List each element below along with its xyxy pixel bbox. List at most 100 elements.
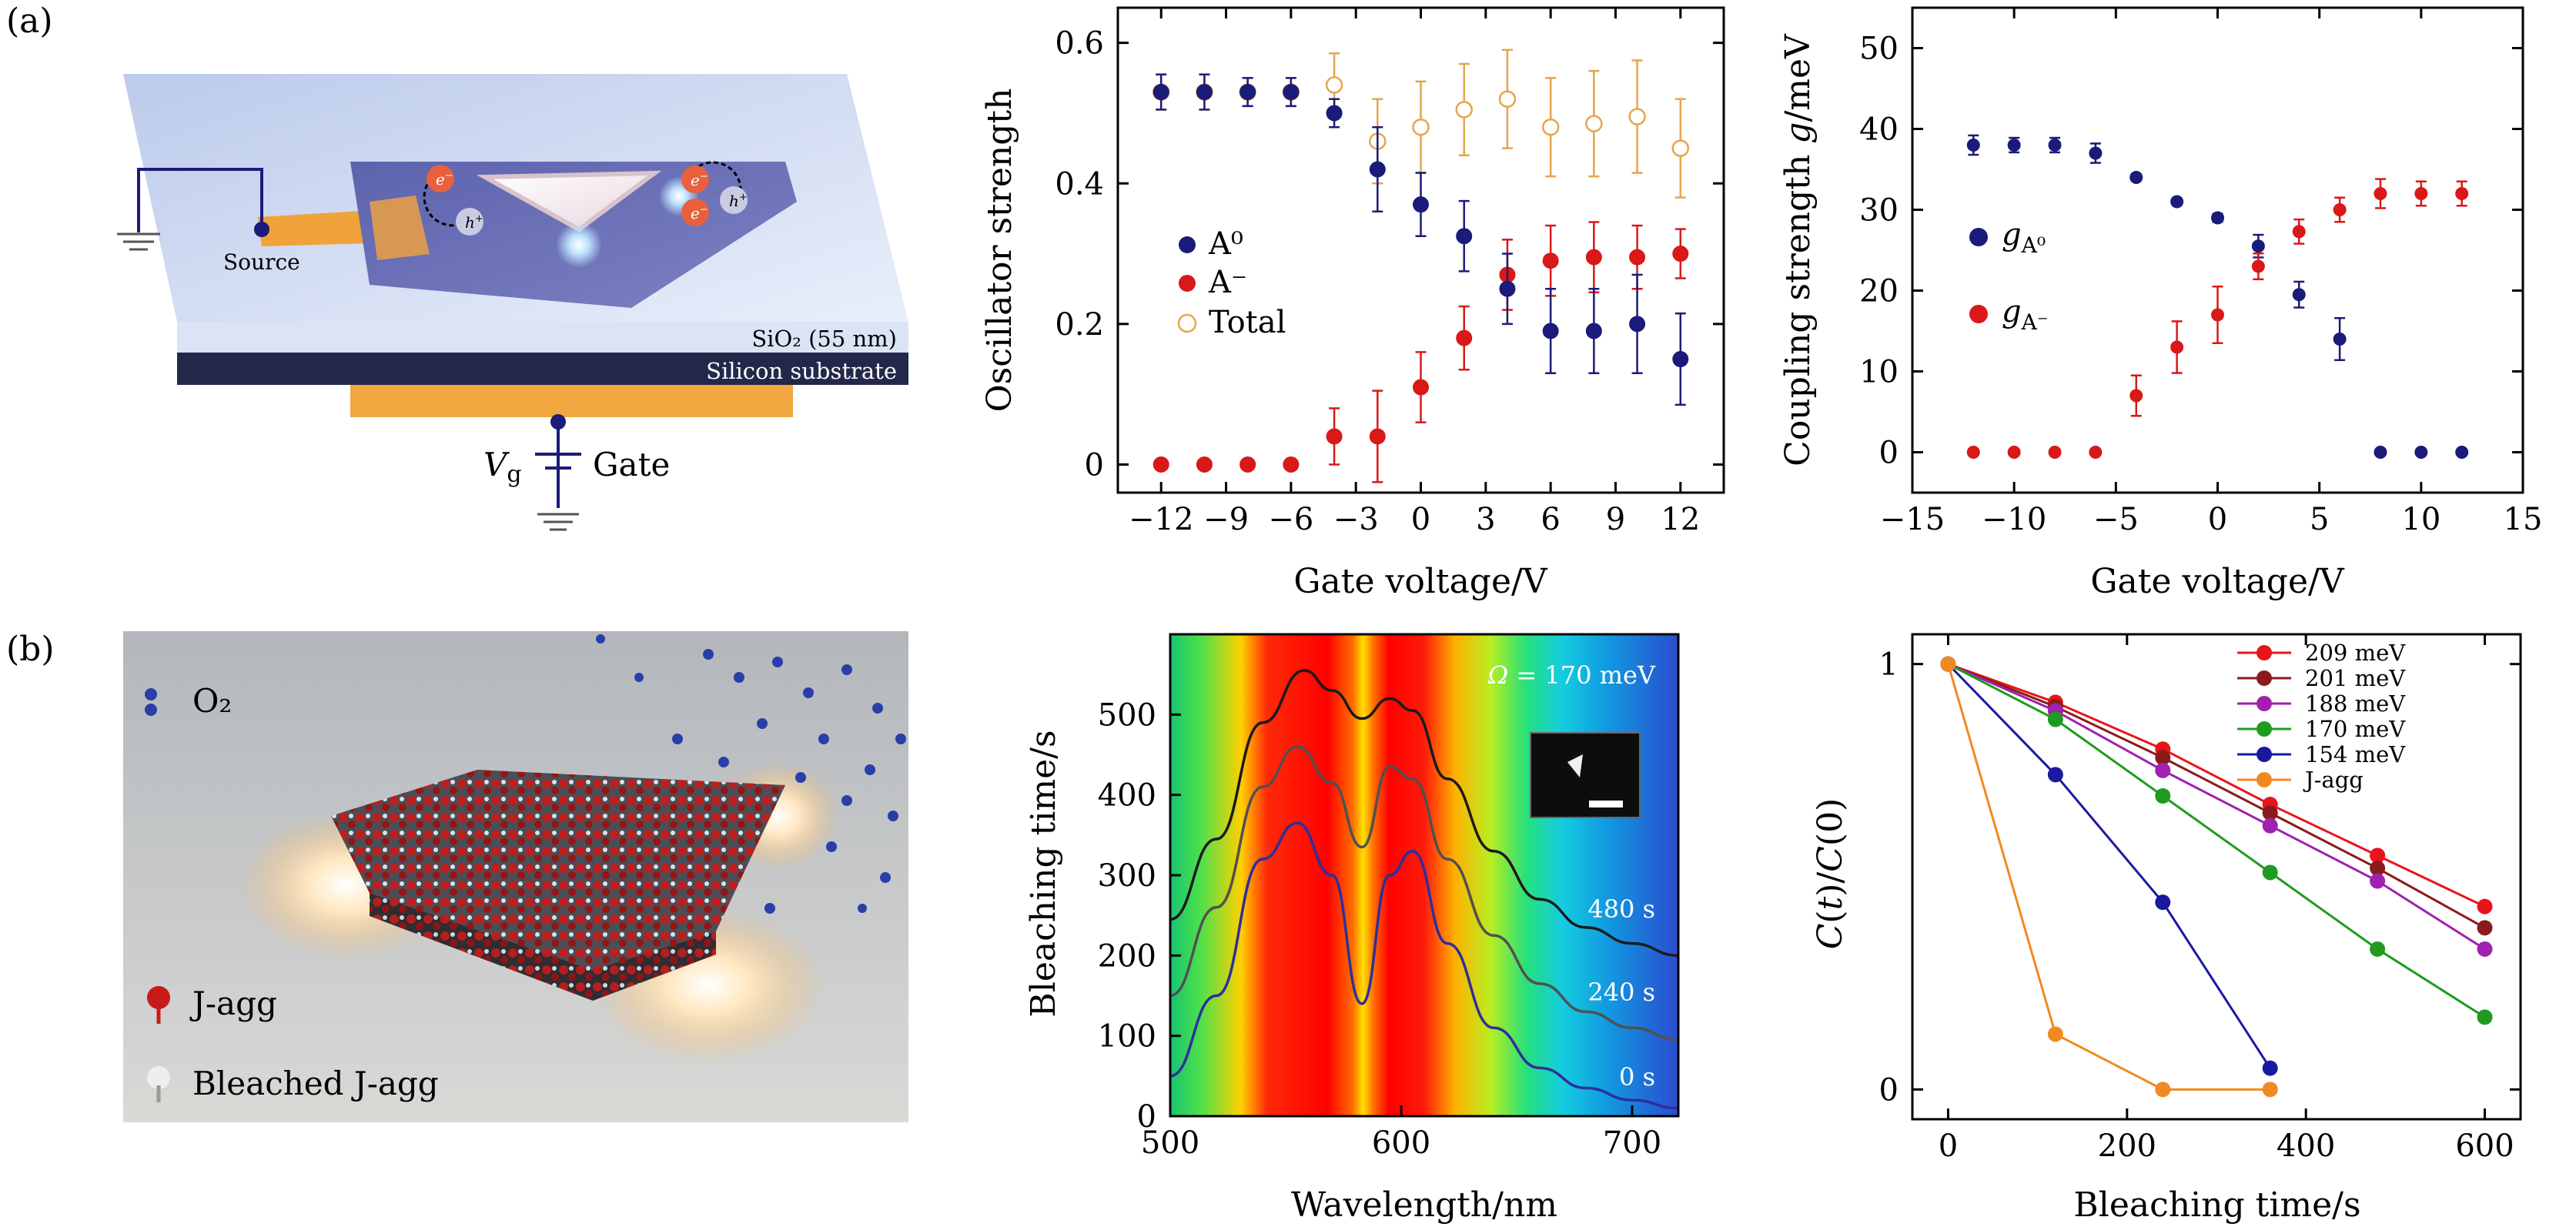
data-point bbox=[1369, 428, 1386, 445]
inset-scalebar bbox=[1589, 801, 1623, 807]
spectrum-label-0: 0 s bbox=[1619, 1062, 1655, 1092]
y-tick-label: 0 bbox=[1879, 1072, 1899, 1108]
data-point bbox=[1412, 118, 1430, 136]
data-point bbox=[1413, 379, 1429, 396]
series-line bbox=[1947, 663, 2486, 908]
gate-label: Gate bbox=[593, 446, 670, 483]
data-point bbox=[1966, 139, 1980, 152]
y-axis-label: Bleaching time/s bbox=[1024, 730, 1063, 1017]
y-tick-label: 200 bbox=[1098, 938, 1156, 974]
data-point bbox=[2089, 146, 2103, 160]
x-tick-label: 6 bbox=[1541, 502, 1560, 537]
panel-label-b: (b) bbox=[6, 630, 55, 669]
data-point bbox=[2262, 864, 2278, 881]
data-point bbox=[1672, 246, 1689, 262]
series-line bbox=[1947, 663, 2486, 929]
x-tick-label: −12 bbox=[1129, 502, 1193, 537]
x-tick-label: −15 bbox=[1880, 502, 1945, 537]
svg-text:e−: e− bbox=[691, 171, 708, 189]
o2-legend-icon bbox=[145, 688, 157, 700]
legend-label: 170 meV bbox=[2305, 716, 2406, 742]
data-point bbox=[2048, 446, 2062, 459]
data-point bbox=[2262, 1060, 2278, 1076]
x-tick-label: 3 bbox=[1476, 502, 1495, 537]
data-point bbox=[2370, 873, 2386, 889]
y-axis-label: C(t)/C(0) bbox=[1811, 798, 1850, 950]
legend-label: A⁰ bbox=[1208, 226, 1243, 262]
x-tick-label: 500 bbox=[1141, 1125, 1199, 1161]
data-point bbox=[2292, 288, 2306, 302]
legend-label: 154 meV bbox=[2305, 741, 2406, 767]
data-point bbox=[2374, 446, 2387, 459]
y-tick-label: 30 bbox=[1859, 193, 1899, 229]
data-point bbox=[1283, 84, 1300, 101]
data-point bbox=[2251, 259, 2265, 273]
legend-marker bbox=[2257, 696, 2272, 711]
data-point bbox=[1456, 329, 1473, 346]
data-point bbox=[2089, 446, 2103, 459]
data-point bbox=[2455, 187, 2469, 200]
y-tick-label: 0 bbox=[1137, 1099, 1156, 1135]
data-point bbox=[1542, 252, 1559, 269]
data-point bbox=[1499, 280, 1516, 297]
x-tick-label: −10 bbox=[1982, 502, 2046, 537]
legend-label: Total bbox=[1209, 305, 1286, 340]
y-tick-label: 0 bbox=[1879, 436, 1899, 471]
data-point bbox=[2262, 1082, 2278, 1098]
spectrum-label-240: 240 s bbox=[1587, 978, 1655, 1007]
x-tick-label: 5 bbox=[2310, 502, 2329, 537]
data-point bbox=[2333, 333, 2347, 346]
nanoparticle-render: O₂ J-agg Bleached J-agg bbox=[123, 631, 908, 1122]
plot-frame bbox=[1911, 633, 2522, 1121]
x-tick-label: 0 bbox=[2208, 502, 2227, 537]
x-tick-label: 10 bbox=[2401, 502, 2441, 537]
device-schematic: e− h+ e− e− h+ Source SiO₂ (55 nm) Silic… bbox=[117, 74, 908, 531]
data-point bbox=[1239, 456, 1256, 473]
hole-1 bbox=[456, 208, 483, 236]
panel-label-a: (a) bbox=[6, 2, 53, 41]
legend-label: gA⁰ bbox=[2002, 217, 2046, 258]
data-point bbox=[2211, 308, 2224, 322]
legend-marker bbox=[2257, 772, 2272, 787]
data-point bbox=[2262, 817, 2278, 834]
series-line bbox=[1947, 663, 2486, 951]
legend-label: 201 meV bbox=[2305, 665, 2406, 691]
data-point bbox=[1542, 323, 1559, 339]
data-point bbox=[2007, 139, 2021, 152]
y-tick-label: 40 bbox=[1859, 112, 1899, 148]
legend-marker bbox=[1179, 236, 1196, 253]
series-line bbox=[1947, 663, 2271, 1069]
legend-marker bbox=[2257, 721, 2272, 737]
data-point bbox=[2155, 788, 2171, 804]
data-point bbox=[2414, 446, 2428, 459]
spectrum-label-480: 480 s bbox=[1587, 894, 1655, 924]
data-point bbox=[1326, 105, 1343, 122]
data-point bbox=[2047, 1026, 2063, 1042]
data-point bbox=[2129, 389, 2143, 403]
x-tick-label: −9 bbox=[1203, 502, 1249, 537]
y-tick-label: 100 bbox=[1098, 1019, 1156, 1055]
x-tick-label: 600 bbox=[1372, 1125, 1430, 1161]
bleached-legend-icon bbox=[147, 1066, 170, 1089]
data-point bbox=[1455, 101, 1473, 119]
y-tick-label: 500 bbox=[1098, 697, 1156, 733]
data-point bbox=[1283, 456, 1300, 473]
y-tick-label: 0.4 bbox=[1055, 166, 1104, 202]
legend-marker bbox=[2257, 670, 2272, 686]
data-point bbox=[1541, 118, 1560, 136]
data-point bbox=[2170, 340, 2184, 354]
data-point bbox=[1498, 90, 1517, 108]
y-tick-label: 400 bbox=[1098, 778, 1156, 814]
y-tick-label: 0.6 bbox=[1055, 26, 1104, 62]
spectrum-curve bbox=[1169, 821, 1679, 1110]
series-line bbox=[1947, 664, 2270, 1091]
spectrum-curve bbox=[1169, 669, 1679, 958]
svg-text:e−: e− bbox=[436, 170, 453, 189]
x-axis-label: Bleaching time/s bbox=[2073, 1185, 2360, 1225]
legend-marker bbox=[1177, 313, 1197, 333]
legend-marker bbox=[2257, 747, 2272, 762]
x-axis-label: Wavelength/nm bbox=[1291, 1185, 1557, 1225]
data-point bbox=[1585, 323, 1602, 339]
